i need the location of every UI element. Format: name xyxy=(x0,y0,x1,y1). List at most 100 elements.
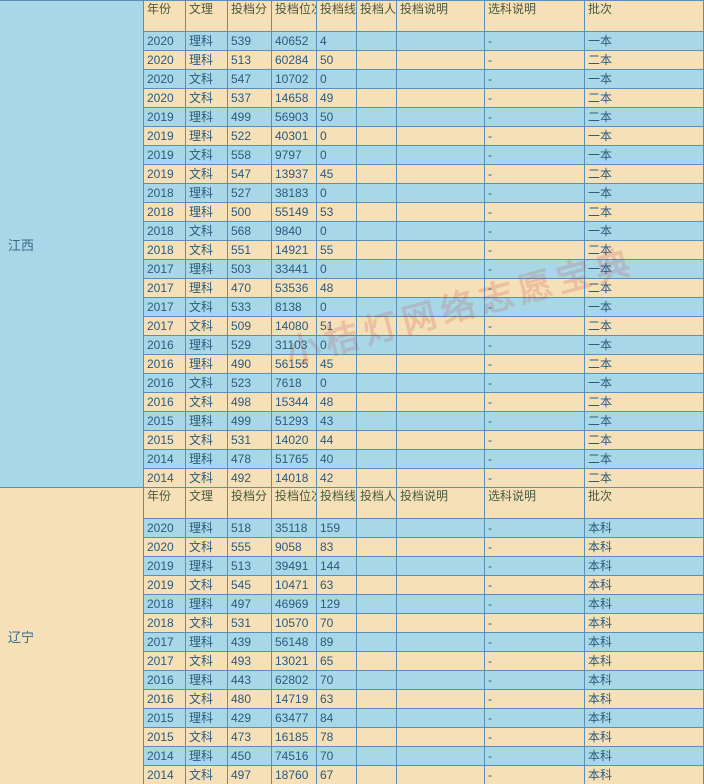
data-cell: 二本 xyxy=(584,279,704,297)
data-cell: 理科 xyxy=(185,595,227,613)
data-cell xyxy=(356,614,396,632)
data-cell xyxy=(356,70,396,88)
data-cell xyxy=(356,51,396,69)
data-cell: 本科 xyxy=(584,557,704,575)
data-cell: 55149 xyxy=(271,203,316,221)
data-cell xyxy=(356,222,396,240)
data-cell: 一本 xyxy=(584,336,704,354)
data-cell xyxy=(356,595,396,613)
data-cell: 2014 xyxy=(143,747,185,765)
data-cell: 14018 xyxy=(271,469,316,487)
data-cell: - xyxy=(484,203,584,221)
data-cell: 2015 xyxy=(143,431,185,449)
data-cell xyxy=(396,260,484,278)
data-cell: 513 xyxy=(227,557,271,575)
data-cell: 理科 xyxy=(185,519,227,537)
data-cell xyxy=(396,165,484,183)
data-cell: 一本 xyxy=(584,260,704,278)
table-row: 2015理科4296347784-本科 xyxy=(143,708,704,727)
header-cell: 选科说明 xyxy=(484,1,584,31)
table-row: 2014文科4971876067-本科 xyxy=(143,765,704,784)
data-cell: 55 xyxy=(316,241,356,259)
data-cell: 2018 xyxy=(143,203,185,221)
data-cell: 本科 xyxy=(584,576,704,594)
data-cell: 443 xyxy=(227,671,271,689)
table-row: 2017理科503334410-一本 xyxy=(143,259,704,278)
data-cell xyxy=(356,652,396,670)
data-cell: 文科 xyxy=(185,374,227,392)
data-cell: 503 xyxy=(227,260,271,278)
data-cell: 545 xyxy=(227,576,271,594)
data-cell: 65 xyxy=(316,652,356,670)
header-cell: 投档线差 xyxy=(316,488,356,518)
header-cell: 投档位次 xyxy=(271,488,316,518)
data-cell: 一本 xyxy=(584,298,704,316)
data-cell xyxy=(356,633,396,651)
data-cell: 159 xyxy=(316,519,356,537)
data-cell xyxy=(396,671,484,689)
data-cell xyxy=(356,32,396,50)
table-row: 2016文科4981534448-二本 xyxy=(143,392,704,411)
data-cell: - xyxy=(484,671,584,689)
data-cell: 533 xyxy=(227,298,271,316)
data-cell: 70 xyxy=(316,747,356,765)
data-cell: 文科 xyxy=(185,317,227,335)
data-cell: - xyxy=(484,317,584,335)
table-row: 2017文科5091408051-二本 xyxy=(143,316,704,335)
data-cell: 文科 xyxy=(185,614,227,632)
data-cell: 51293 xyxy=(271,412,316,430)
data-cell: 558 xyxy=(227,146,271,164)
data-cell xyxy=(396,222,484,240)
data-cell: 10702 xyxy=(271,70,316,88)
table-row: 2016理科4905615545-二本 xyxy=(143,354,704,373)
data-cell: 2018 xyxy=(143,241,185,259)
data-cell: 537 xyxy=(227,89,271,107)
data-cell: 一本 xyxy=(584,127,704,145)
table-row: 2019理科522403010-一本 xyxy=(143,126,704,145)
data-cell: 551 xyxy=(227,241,271,259)
data-cell: 74516 xyxy=(271,747,316,765)
data-cell: 518 xyxy=(227,519,271,537)
data-cell xyxy=(396,709,484,727)
data-cell xyxy=(356,184,396,202)
data-cell: 31103 xyxy=(271,336,316,354)
data-cell: 60284 xyxy=(271,51,316,69)
data-cell: 理科 xyxy=(185,279,227,297)
data-cell xyxy=(356,393,396,411)
data-cell: 本科 xyxy=(584,766,704,784)
data-cell: 44 xyxy=(316,431,356,449)
table-row: 2016文科52376180-一本 xyxy=(143,373,704,392)
table-header-row: 年份文理投档分投档位次投档线差投档人数投档说明选科说明批次 xyxy=(143,1,704,31)
table-header-row: 年份文理投档分投档位次投档线差投档人数投档说明选科说明批次 xyxy=(143,488,704,518)
table-row: 2020理科5136028450-二本 xyxy=(143,50,704,69)
table-row: 2018理科49746969129-本科 xyxy=(143,594,704,613)
data-cell xyxy=(396,412,484,430)
data-cell: 理科 xyxy=(185,108,227,126)
data-table: 年份文理投档分投档位次投档线差投档人数投档说明选科说明批次2020理科51835… xyxy=(143,488,704,784)
data-cell: 二本 xyxy=(584,89,704,107)
data-cell: 本科 xyxy=(584,652,704,670)
data-cell xyxy=(396,184,484,202)
data-cell xyxy=(356,576,396,594)
data-cell: 2019 xyxy=(143,557,185,575)
data-cell: - xyxy=(484,222,584,240)
data-cell xyxy=(356,766,396,784)
data-cell: 二本 xyxy=(584,51,704,69)
header-cell: 年份 xyxy=(143,1,185,31)
data-cell xyxy=(356,709,396,727)
data-cell: 470 xyxy=(227,279,271,297)
data-cell: - xyxy=(484,557,584,575)
data-cell: 568 xyxy=(227,222,271,240)
header-cell: 投档分 xyxy=(227,1,271,31)
data-cell xyxy=(396,89,484,107)
data-cell: 13937 xyxy=(271,165,316,183)
data-cell: 450 xyxy=(227,747,271,765)
data-cell: 9797 xyxy=(271,146,316,164)
data-cell: 理科 xyxy=(185,127,227,145)
data-cell: 文科 xyxy=(185,146,227,164)
data-cell: 2019 xyxy=(143,165,185,183)
data-cell xyxy=(356,317,396,335)
data-cell xyxy=(356,728,396,746)
header-cell: 投档位次 xyxy=(271,1,316,31)
data-cell: - xyxy=(484,355,584,373)
